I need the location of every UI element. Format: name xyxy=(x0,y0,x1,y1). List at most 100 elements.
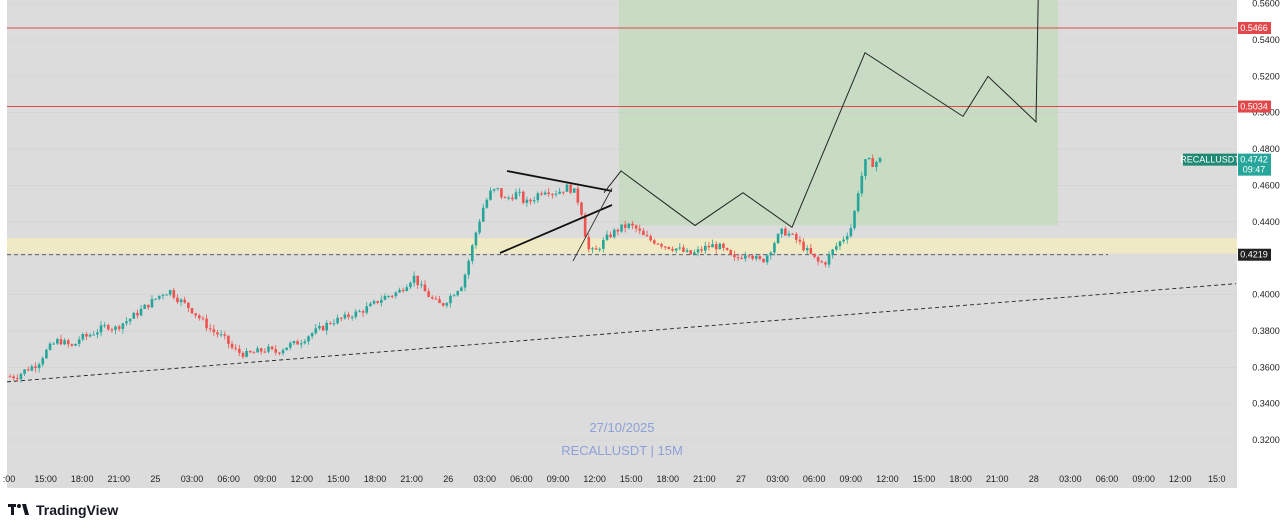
candle xyxy=(820,261,824,263)
candle xyxy=(416,275,419,286)
candle xyxy=(205,318,208,329)
candle xyxy=(150,299,154,308)
candle xyxy=(645,235,649,237)
candle xyxy=(703,245,707,251)
candle xyxy=(587,236,591,250)
candle xyxy=(474,232,478,246)
candle xyxy=(423,284,427,292)
candle xyxy=(347,314,350,318)
candle xyxy=(849,228,853,237)
candle xyxy=(667,246,671,250)
candle xyxy=(471,245,474,262)
candle xyxy=(121,323,125,329)
resistance-price-tag xyxy=(1238,22,1271,34)
candle xyxy=(438,299,441,304)
candle xyxy=(718,243,722,250)
support-price-tag xyxy=(1238,248,1271,261)
time-tick-label: 18:00 xyxy=(364,474,387,484)
time-tick-label: 15:00 xyxy=(620,474,643,484)
current-price-tag xyxy=(1238,153,1271,176)
candle xyxy=(208,328,212,330)
candle xyxy=(379,299,383,303)
candle xyxy=(66,340,70,345)
candle xyxy=(274,349,278,353)
candle xyxy=(802,241,805,251)
candle xyxy=(554,193,558,195)
candle xyxy=(288,343,292,348)
price-axis[interactable]: 0.5600 0.5400 0.5200 0.5000 0.4800 0.4600 0.44… xyxy=(1237,0,1280,488)
candle xyxy=(147,304,150,308)
support-zone[interactable] xyxy=(7,238,1237,254)
candle xyxy=(106,325,110,330)
symbol-tag xyxy=(1183,153,1237,166)
candle xyxy=(387,295,390,297)
time-tick-label: 18:00 xyxy=(949,474,972,484)
candle xyxy=(878,157,882,162)
candle xyxy=(754,256,758,259)
candle xyxy=(580,202,583,215)
candle xyxy=(860,175,864,194)
candle xyxy=(776,234,780,244)
candle xyxy=(864,159,867,176)
price-axis-background xyxy=(1237,0,1280,488)
candle xyxy=(23,369,26,374)
candle xyxy=(223,334,227,336)
triangle-lower-line[interactable] xyxy=(499,204,613,254)
candle xyxy=(238,348,241,353)
candle xyxy=(168,290,172,295)
time-tick-label: :00 xyxy=(3,474,16,484)
candle xyxy=(190,308,194,314)
candle xyxy=(627,223,631,228)
candle xyxy=(827,254,831,265)
candle xyxy=(853,211,856,229)
candle xyxy=(707,245,711,248)
candle xyxy=(110,329,114,331)
time-tick-label: 03:00 xyxy=(766,474,789,484)
candle xyxy=(165,294,168,296)
tradingview-logo[interactable]: TradingView xyxy=(8,500,118,520)
candle xyxy=(318,326,321,329)
candle xyxy=(562,191,565,193)
candle xyxy=(693,252,696,255)
resistance-price-tag xyxy=(1238,100,1271,113)
candle xyxy=(547,192,551,195)
candle xyxy=(736,257,740,259)
breakout-line[interactable] xyxy=(572,187,613,262)
candle xyxy=(871,158,875,167)
candle xyxy=(176,297,179,303)
triangle-upper-line[interactable] xyxy=(506,170,613,192)
candle xyxy=(314,328,318,334)
candle xyxy=(773,243,776,253)
projection-path[interactable] xyxy=(603,0,1039,229)
time-axis-background xyxy=(0,488,1280,500)
candle xyxy=(212,329,216,333)
candle xyxy=(321,326,325,331)
time-tick-label: 21:00 xyxy=(108,474,131,484)
candle xyxy=(711,244,714,248)
candle xyxy=(500,188,503,198)
candle xyxy=(307,336,310,342)
candle xyxy=(103,325,106,327)
time-axis[interactable]: :00 15:00 18:00 21:00 25 03:00 06:00 09:00 12:00… xyxy=(0,474,1280,500)
candle xyxy=(813,253,816,257)
time-tick-label: 28 xyxy=(1029,474,1039,484)
candle xyxy=(496,188,500,190)
candle xyxy=(81,334,85,340)
time-tick-label: 18:00 xyxy=(657,474,680,484)
candle xyxy=(842,239,845,242)
time-tick-label: 03:00 xyxy=(181,474,204,484)
candle xyxy=(751,255,754,259)
candle xyxy=(303,341,307,344)
candle xyxy=(762,258,765,263)
candle xyxy=(369,303,372,307)
ascending-trendline[interactable] xyxy=(6,283,1237,383)
candle xyxy=(197,315,201,319)
candle xyxy=(361,311,365,313)
candle xyxy=(292,341,296,344)
candle xyxy=(350,316,354,318)
candle xyxy=(787,233,791,236)
candle xyxy=(605,234,609,240)
time-tick-label: 15:00 xyxy=(327,474,350,484)
candle xyxy=(678,247,682,249)
